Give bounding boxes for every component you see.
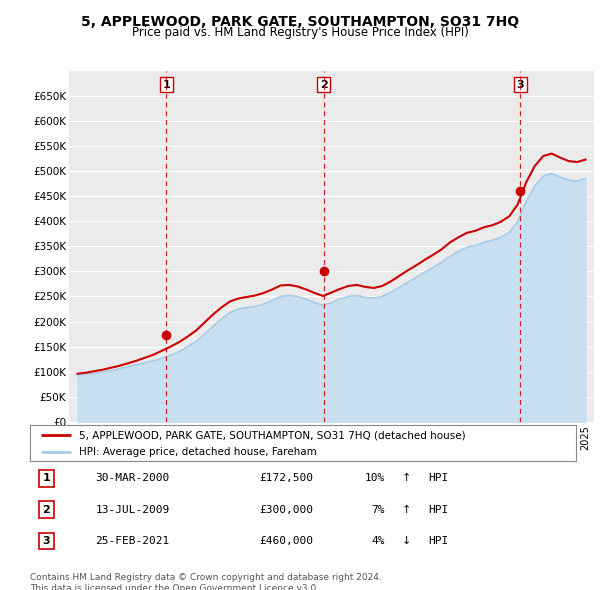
Text: £460,000: £460,000 xyxy=(259,536,313,546)
Text: 5, APPLEWOOD, PARK GATE, SOUTHAMPTON, SO31 7HQ: 5, APPLEWOOD, PARK GATE, SOUTHAMPTON, SO… xyxy=(81,15,519,29)
Text: 3: 3 xyxy=(43,536,50,546)
Text: 1: 1 xyxy=(163,80,170,90)
Text: Contains HM Land Registry data © Crown copyright and database right 2024.
This d: Contains HM Land Registry data © Crown c… xyxy=(30,573,382,590)
Text: 4%: 4% xyxy=(371,536,385,546)
Text: HPI: HPI xyxy=(428,536,449,546)
Text: 2: 2 xyxy=(320,80,328,90)
Text: £300,000: £300,000 xyxy=(259,505,313,514)
Text: 5, APPLEWOOD, PARK GATE, SOUTHAMPTON, SO31 7HQ (detached house): 5, APPLEWOOD, PARK GATE, SOUTHAMPTON, SO… xyxy=(79,430,466,440)
Text: ↑: ↑ xyxy=(401,505,410,514)
Text: 2: 2 xyxy=(43,505,50,514)
Text: 13-JUL-2009: 13-JUL-2009 xyxy=(95,505,170,514)
Text: 30-MAR-2000: 30-MAR-2000 xyxy=(95,474,170,483)
Text: 25-FEB-2021: 25-FEB-2021 xyxy=(95,536,170,546)
Text: HPI: HPI xyxy=(428,474,449,483)
Text: 1: 1 xyxy=(43,474,50,483)
Text: ↑: ↑ xyxy=(401,474,410,483)
Text: HPI: Average price, detached house, Fareham: HPI: Average price, detached house, Fare… xyxy=(79,447,317,457)
Text: HPI: HPI xyxy=(428,505,449,514)
Text: ↓: ↓ xyxy=(401,536,410,546)
Text: £172,500: £172,500 xyxy=(259,474,313,483)
Text: 10%: 10% xyxy=(365,474,385,483)
Text: Price paid vs. HM Land Registry's House Price Index (HPI): Price paid vs. HM Land Registry's House … xyxy=(131,26,469,39)
Text: 7%: 7% xyxy=(371,505,385,514)
Text: 3: 3 xyxy=(517,80,524,90)
